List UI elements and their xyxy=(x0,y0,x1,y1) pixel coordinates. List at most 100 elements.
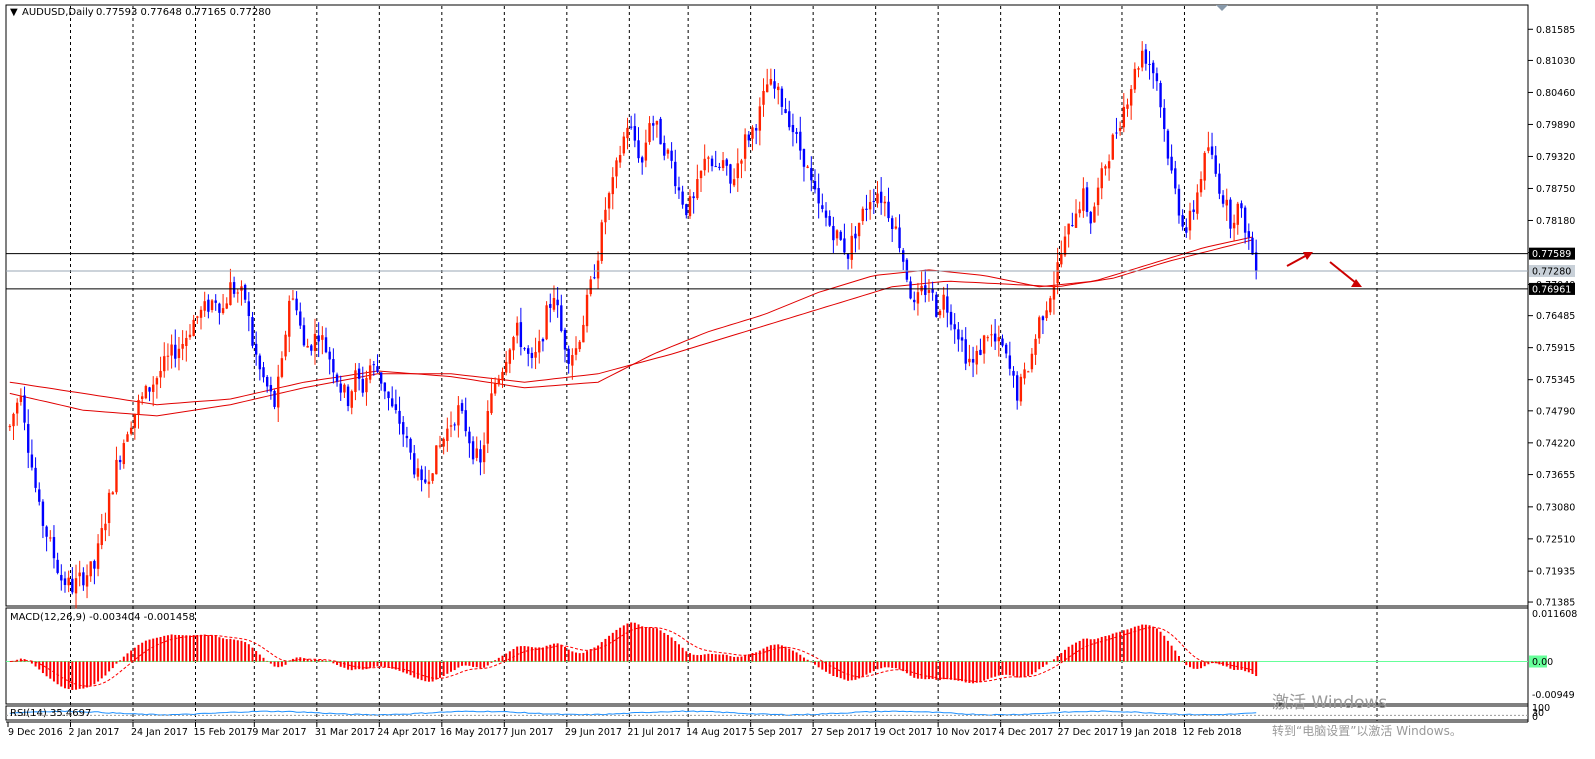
candle-down xyxy=(118,459,122,463)
candle-up xyxy=(427,481,431,485)
candle-down xyxy=(332,359,335,373)
candle-up xyxy=(163,356,166,372)
date-tick-label: 27 Dec 2017 xyxy=(1057,727,1118,738)
candle-up xyxy=(894,226,898,229)
candle-up xyxy=(916,292,920,304)
candle-up xyxy=(615,160,618,177)
date-tick-label: 31 Mar 2017 xyxy=(315,727,375,738)
price-tick-label: 0.81585 xyxy=(1536,25,1575,36)
candle-down xyxy=(376,366,379,372)
candle-down xyxy=(38,489,41,502)
candle-down xyxy=(747,134,751,141)
candle-up xyxy=(769,78,773,85)
candle-up xyxy=(868,202,872,210)
candle-up xyxy=(15,402,19,414)
candle-down xyxy=(946,296,949,313)
price-label-text: 0.77280 xyxy=(1532,267,1571,278)
candle-down xyxy=(846,253,850,259)
candle-up xyxy=(1140,50,1144,68)
candle-down xyxy=(527,348,530,354)
candle-down xyxy=(813,181,817,190)
candle-up xyxy=(199,309,203,318)
candle-down xyxy=(424,479,427,483)
candle-down xyxy=(839,231,842,240)
candle-up xyxy=(703,158,706,171)
candle-down xyxy=(784,109,787,113)
candle-up xyxy=(1100,168,1103,189)
candle-up xyxy=(111,492,114,495)
rsi-scale-label: 100 xyxy=(1532,703,1550,714)
date-tick-label: 24 Apr 2017 xyxy=(377,727,436,738)
candle-down xyxy=(402,422,405,435)
date-tick-label: 19 Oct 2017 xyxy=(874,727,933,738)
candle-up xyxy=(968,358,971,363)
candle-up xyxy=(1118,128,1122,131)
candle-up xyxy=(758,106,762,131)
candle-up xyxy=(122,443,126,465)
candle-up xyxy=(736,163,739,179)
candle-up xyxy=(938,310,942,316)
candle-down xyxy=(207,299,210,312)
candle-down xyxy=(1214,155,1217,174)
candle-down xyxy=(1089,211,1092,224)
candle-up xyxy=(1196,192,1199,214)
price-axis: 0.81585 0.81030 0.80460 0.79890 0.79320 0.787… xyxy=(1528,25,1575,609)
candle-up xyxy=(538,341,541,353)
macd-scale-label: 0.011608 xyxy=(1532,609,1577,620)
price-label-box xyxy=(1529,247,1575,260)
macd-scale-label: -0.00949 xyxy=(1532,690,1575,701)
candle-up xyxy=(107,492,111,524)
price-panel[interactable] xyxy=(5,4,1529,607)
candle-down xyxy=(1041,316,1045,321)
candle-up xyxy=(449,425,453,427)
candle-down xyxy=(265,376,269,387)
candle-up xyxy=(1225,199,1228,206)
candle-up xyxy=(515,322,519,336)
candle-up xyxy=(942,294,945,310)
candle-down xyxy=(299,311,302,326)
candle-down xyxy=(530,352,534,359)
candle-down xyxy=(663,142,666,156)
candle-down xyxy=(1218,173,1221,194)
candle-up xyxy=(140,396,144,399)
candle-down xyxy=(247,301,251,317)
candle-up xyxy=(313,333,317,352)
candle-down xyxy=(27,424,30,453)
price-tick-label: 0.74790 xyxy=(1536,406,1575,417)
candle-down xyxy=(1174,168,1177,189)
candle-up xyxy=(221,308,225,314)
candle-up xyxy=(1023,369,1026,379)
candle-up xyxy=(574,348,578,355)
candle-down xyxy=(1166,130,1170,159)
candle-up xyxy=(740,160,743,164)
candle-up xyxy=(618,155,622,163)
dropdown-arrow-icon[interactable]: ▼ xyxy=(10,7,18,18)
candle-down xyxy=(1085,187,1089,212)
candle-down xyxy=(549,304,552,308)
date-tick-label: 15 Feb 2017 xyxy=(194,727,253,738)
candle-up xyxy=(835,230,839,239)
red-arrow-down xyxy=(1329,261,1362,287)
price-tick-label: 0.80460 xyxy=(1536,88,1575,99)
candle-up xyxy=(74,578,78,594)
date-tick-label: 9 Mar 2017 xyxy=(252,727,306,738)
candle-down xyxy=(460,403,464,411)
candle-down xyxy=(1243,207,1247,233)
candle-up xyxy=(1133,68,1137,90)
annotation-arrows xyxy=(1286,252,1362,287)
price-tick-label: 0.79320 xyxy=(1536,152,1575,163)
candle-down xyxy=(828,215,831,226)
candle-down xyxy=(957,329,960,340)
candle-down xyxy=(464,410,467,432)
candle-up xyxy=(1019,376,1023,402)
candle-down xyxy=(390,398,394,407)
chart-shift-marker-icon[interactable] xyxy=(1216,5,1228,11)
candle-down xyxy=(931,289,934,293)
candle-down xyxy=(890,218,894,229)
candle-up xyxy=(435,445,438,475)
candle-up xyxy=(857,222,861,237)
candle-down xyxy=(302,325,306,346)
ma-fast-line xyxy=(9,236,1253,406)
candle-up xyxy=(438,445,442,447)
